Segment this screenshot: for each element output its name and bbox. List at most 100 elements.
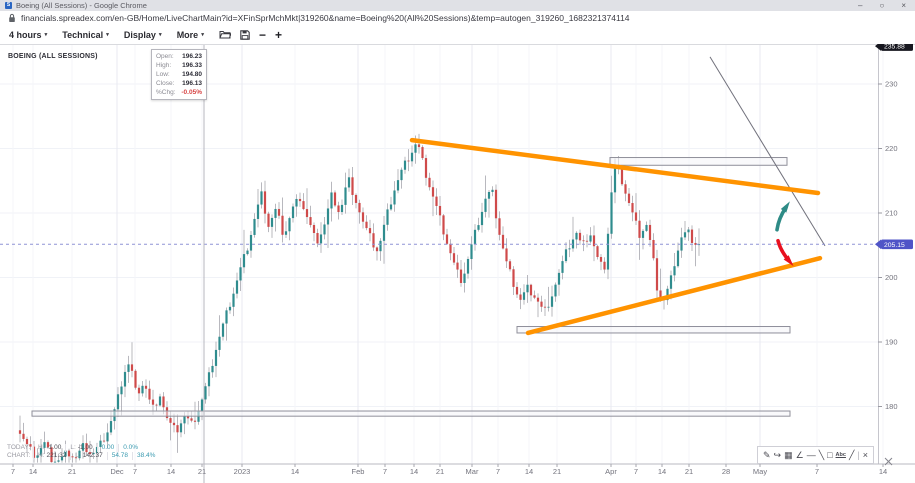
- ohlc-tooltip: Open: 196.23 High: 196.33 Low: 194.80 Cl…: [151, 49, 207, 100]
- stats-row-label: CHART:: [7, 452, 31, 459]
- projection-line[interactable]: [709, 56, 826, 247]
- site-favicon: S: [5, 2, 12, 9]
- stats-cell: H: -1.00: [33, 444, 65, 452]
- grid-tool-icon[interactable]: ▦: [784, 450, 793, 460]
- candle-body: [421, 147, 424, 159]
- x-axis-tick-label: 14: [167, 467, 175, 476]
- y-axis-tick-label: 190: [885, 338, 898, 347]
- close-button[interactable]: ×: [901, 1, 906, 10]
- text-tool-icon[interactable]: Abc: [835, 452, 846, 458]
- candle-body: [260, 191, 263, 205]
- candle-body: [627, 193, 631, 204]
- tooltip-high-label: High:: [156, 62, 172, 69]
- candle-body: [393, 190, 396, 205]
- candle-body: [67, 450, 71, 457]
- arrow-head: [780, 201, 790, 213]
- zoom-in-button[interactable]: +: [274, 27, 282, 42]
- candle-body: [169, 418, 172, 423]
- y-axis-tick-label: 230: [885, 80, 898, 89]
- candle-body: [480, 211, 484, 226]
- tooltip-pctchg-value: -0.05%: [181, 89, 202, 96]
- candle-body: [312, 225, 316, 234]
- symbol-label: BOEING (ALL SESSIONS): [8, 53, 98, 60]
- candle-body: [330, 192, 333, 209]
- candle-body: [648, 224, 652, 240]
- candle-body: [645, 224, 648, 231]
- open-chart-button[interactable]: [219, 30, 231, 39]
- candle-body: [29, 444, 32, 447]
- y-axis-tick-label: 200: [885, 273, 898, 282]
- restore-button[interactable]: ○: [879, 1, 885, 10]
- url-bar[interactable]: financials.spreadex.com/en-GB/Home/LiveC…: [0, 11, 915, 26]
- tooltip-open-label: Open:: [156, 53, 174, 60]
- candle-body: [676, 250, 680, 267]
- support-resistance-zone[interactable]: [31, 410, 791, 417]
- candle-body: [249, 234, 253, 251]
- candle-body: [302, 201, 305, 210]
- candle-body: [655, 258, 659, 291]
- candle-body: [610, 192, 613, 234]
- window-controls: – ○ ×: [858, 0, 910, 11]
- candle-body: [389, 204, 393, 210]
- candle-body: [204, 386, 207, 400]
- candle-body: [515, 286, 519, 295]
- candle-body: [43, 442, 46, 448]
- candle-body: [561, 261, 564, 273]
- candle-body: [60, 456, 64, 461]
- candle-body: [277, 208, 281, 216]
- candle-body: [512, 269, 515, 287]
- trendline[interactable]: [409, 137, 821, 196]
- tooltip-open-value: 196.23: [182, 53, 202, 60]
- diagonal-line-tool-icon[interactable]: ╱: [848, 450, 855, 460]
- minimize-button[interactable]: –: [858, 1, 863, 10]
- support-resistance-zone[interactable]: [609, 157, 788, 166]
- candle-body: [102, 440, 106, 442]
- candle-body: [74, 457, 78, 459]
- candle-body: [683, 232, 687, 238]
- x-axis-tick-label: 14: [658, 467, 666, 476]
- current-price-badge: [875, 239, 881, 250]
- menu-interval[interactable]: 4 hours ▾: [9, 30, 47, 40]
- candle-body: [379, 240, 382, 252]
- candle-body: [235, 280, 239, 294]
- trendline[interactable]: [525, 255, 823, 336]
- candle-body: [183, 416, 186, 424]
- candle-body: [134, 370, 137, 388]
- candle-body: [295, 198, 298, 207]
- candle-body: [354, 194, 358, 203]
- x-axis-tick-label: 14: [410, 467, 418, 476]
- menu-more[interactable]: More ▾: [177, 30, 204, 40]
- rectangle-tool-icon[interactable]: □: [827, 450, 833, 460]
- candle-body: [463, 273, 466, 283]
- candle-body: [71, 456, 74, 458]
- menu-technical-label: Technical: [62, 29, 104, 40]
- arrow-head: [783, 255, 794, 267]
- horizontal-line-tool-icon[interactable]: —: [806, 450, 816, 460]
- x-axis-tick-label: 21: [553, 467, 561, 476]
- zoom-out-button[interactable]: −: [258, 27, 266, 42]
- tooltip-row: Open: 196.23: [156, 52, 202, 61]
- candle-body: [109, 421, 113, 433]
- candle-body: [603, 261, 606, 270]
- candle-body: [267, 213, 270, 227]
- save-chart-button[interactable]: [240, 29, 250, 40]
- menu-technical[interactable]: Technical ▾: [62, 30, 109, 40]
- price-chart[interactable]: 230 220 210 200 190 180 7 14 21 Dec 7 14 21 2023 14 Feb…: [0, 44, 915, 483]
- fan-lines-tool-icon[interactable]: ∠: [795, 450, 804, 460]
- candle-body: [680, 237, 683, 251]
- candle-body: [172, 422, 176, 426]
- candle-body: [309, 217, 312, 226]
- pen-tool-icon[interactable]: ✎: [763, 450, 771, 460]
- menu-display[interactable]: Display ▾: [124, 30, 162, 40]
- delete-tool-icon[interactable]: ×: [862, 450, 868, 460]
- candle-body: [85, 443, 88, 453]
- axis-scale-icon[interactable]: [884, 457, 893, 466]
- candle-body: [323, 224, 326, 235]
- candle-body: [274, 208, 277, 218]
- trend-line-tool-icon[interactable]: ╲: [818, 450, 825, 460]
- candle-body: [270, 217, 274, 227]
- support-resistance-zone[interactable]: [516, 326, 791, 334]
- candle-body: [424, 158, 428, 178]
- curve-arrow-tool-icon[interactable]: ↪: [773, 450, 782, 460]
- candle-body: [550, 296, 554, 307]
